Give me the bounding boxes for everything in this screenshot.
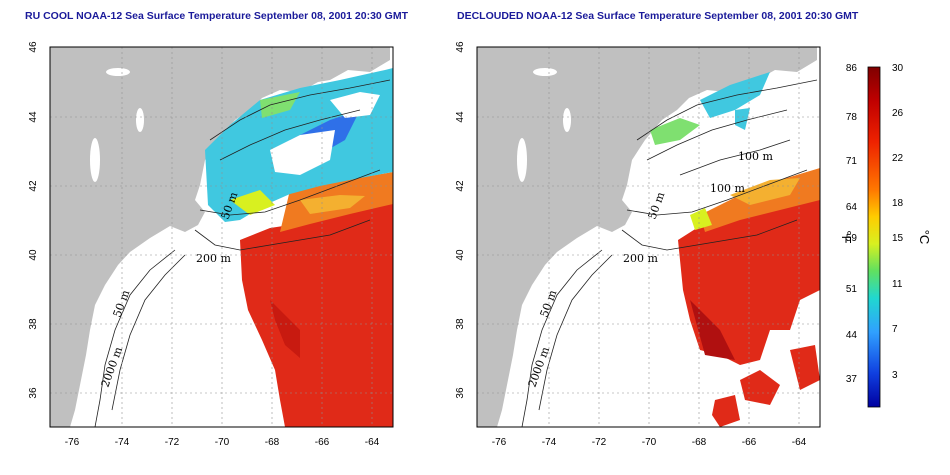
c-tick-label: 11 bbox=[892, 279, 903, 290]
left-map: 200 m bbox=[50, 47, 393, 427]
x-tick-label: -66 bbox=[742, 437, 757, 448]
y-tick-label: 46 bbox=[28, 41, 39, 53]
left-map-frame bbox=[49, 46, 394, 428]
x-tick-label: -76 bbox=[65, 437, 80, 448]
x-tick-label: -74 bbox=[115, 437, 130, 448]
warm-water bbox=[678, 195, 820, 365]
x-tick-label: -66 bbox=[315, 437, 330, 448]
contour-label-100m-right-mid: 100 m bbox=[710, 182, 745, 195]
x-tick-label: -76 bbox=[492, 437, 507, 448]
right-gridlines bbox=[477, 47, 820, 427]
land-mass bbox=[477, 47, 817, 427]
colorbar: 86 78 71 64 59 51 44 37 30 26 22 18 15 1… bbox=[839, 63, 932, 408]
right-y-axis: 46 44 42 40 38 36 bbox=[455, 41, 466, 399]
cool-water bbox=[700, 72, 770, 118]
c-tick-label: 18 bbox=[892, 198, 904, 209]
left-map-title: RU COOL NOAA-12 Sea Surface Temperature … bbox=[25, 10, 409, 22]
f-tick-label: 44 bbox=[846, 330, 858, 341]
y-tick-label: 42 bbox=[455, 180, 466, 192]
x-tick-label: -68 bbox=[265, 437, 280, 448]
y-tick-label: 44 bbox=[455, 111, 466, 123]
left-x-axis: -74 -76 -72 -70 -68 -66 -64 bbox=[65, 437, 380, 448]
y-tick-label: 42 bbox=[28, 180, 39, 192]
x-tick-label: -74 bbox=[542, 437, 557, 448]
left-gridlines bbox=[50, 47, 393, 427]
f-tick-label: 37 bbox=[846, 374, 858, 385]
x-tick-label: -64 bbox=[365, 437, 380, 448]
land-mass bbox=[50, 47, 390, 427]
y-tick-label: 40 bbox=[455, 249, 466, 261]
x-tick-label: -72 bbox=[165, 437, 180, 448]
c-tick-label: 22 bbox=[892, 153, 904, 164]
contour-label-200m-right: 200 m bbox=[623, 252, 658, 265]
y-tick-label: 40 bbox=[28, 249, 39, 261]
x-tick-label: -64 bbox=[792, 437, 807, 448]
x-tick-label: -72 bbox=[592, 437, 607, 448]
right-map-title: DECLOUDED NOAA-12 Sea Surface Temperatur… bbox=[457, 10, 859, 22]
contour-label-100m-right-top: 100 m bbox=[738, 150, 773, 163]
celsius-unit-label: °C bbox=[917, 230, 932, 245]
warm-water bbox=[240, 200, 393, 427]
f-tick-label: 59 bbox=[846, 233, 858, 244]
c-tick-label: 30 bbox=[892, 63, 904, 74]
fahrenheit-unit-label: °F bbox=[839, 230, 854, 243]
y-tick-label: 38 bbox=[28, 318, 39, 330]
f-tick-label: 78 bbox=[846, 112, 858, 123]
x-tick-label: -68 bbox=[692, 437, 707, 448]
f-tick-label: 71 bbox=[846, 156, 858, 167]
right-x-axis: -76 -74 -72 -70 -68 -66 -64 bbox=[492, 437, 807, 448]
bathymetry-contours bbox=[94, 79, 391, 427]
x-tick-label: -70 bbox=[642, 437, 657, 448]
x-tick-label: -70 bbox=[215, 437, 230, 448]
c-tick-label: 26 bbox=[892, 108, 904, 119]
c-tick-label: 7 bbox=[892, 324, 898, 335]
colorbar-celsius-ticks: 30 26 22 18 15 11 7 3 bbox=[892, 63, 904, 381]
y-tick-label: 44 bbox=[28, 111, 39, 123]
y-tick-label: 36 bbox=[455, 387, 466, 399]
c-tick-label: 3 bbox=[892, 370, 898, 381]
left-y-axis: 46 44 42 40 38 36 bbox=[28, 41, 39, 399]
f-tick-label: 51 bbox=[846, 284, 858, 295]
y-tick-label: 38 bbox=[455, 318, 466, 330]
f-tick-label: 64 bbox=[846, 202, 858, 213]
right-map-frame bbox=[476, 46, 821, 428]
colorbar-gradient bbox=[867, 66, 881, 408]
colorbar-fahrenheit-ticks: 86 78 71 64 59 51 44 37 bbox=[846, 63, 858, 385]
contour-label-200m-left: 200 m bbox=[196, 252, 231, 265]
bathymetry-contours bbox=[521, 79, 818, 427]
y-tick-label: 36 bbox=[28, 387, 39, 399]
f-tick-label: 86 bbox=[846, 63, 858, 74]
c-tick-label: 15 bbox=[892, 233, 904, 244]
y-tick-label: 46 bbox=[455, 41, 466, 53]
right-map: 200 m 100 m 100 m bbox=[477, 47, 820, 427]
